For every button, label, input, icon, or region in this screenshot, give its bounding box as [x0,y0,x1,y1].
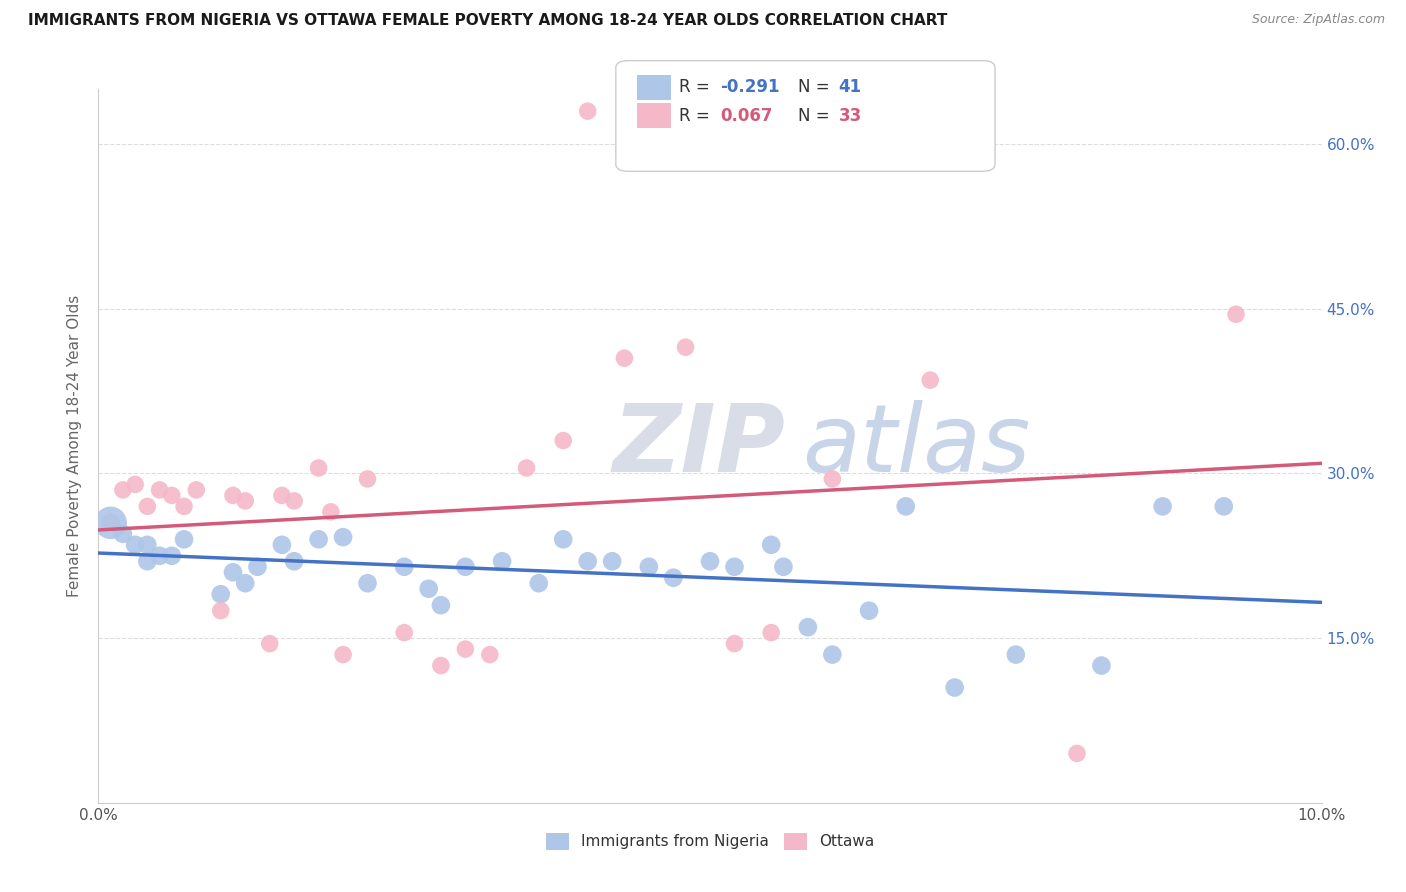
Point [613,351,636,366]
Text: R =: R = [679,78,716,96]
Point [637,559,661,574]
Point [332,648,354,662]
Point [430,658,453,673]
Point [699,554,721,568]
Point [124,538,146,552]
Point [1090,658,1112,673]
Point [173,500,195,514]
Point [418,582,440,596]
Point [553,533,575,547]
Point [1004,648,1026,662]
Point [527,576,550,591]
Point [858,604,880,618]
Text: ZIP: ZIP [612,400,785,492]
Point [675,340,697,354]
Point [1066,747,1088,761]
Point [283,494,305,508]
Point [1212,500,1234,514]
Point [576,554,599,568]
Point [723,637,745,651]
Point [233,494,256,508]
Point [356,472,378,486]
Point [821,648,844,662]
Point [392,559,416,574]
Point [662,571,685,585]
Point [454,642,477,657]
Point [136,554,159,568]
Y-axis label: Female Poverty Among 18-24 Year Olds: Female Poverty Among 18-24 Year Olds [67,295,83,597]
Point [1152,500,1174,514]
Point [308,533,330,547]
Point [270,538,292,552]
Point [111,526,134,541]
Point [576,104,599,119]
Text: Source: ZipAtlas.com: Source: ZipAtlas.com [1251,13,1385,27]
Point [100,516,122,530]
Point [430,598,453,612]
Point [160,488,183,502]
Bar [637,75,671,100]
Point [392,625,416,640]
Point [100,516,122,530]
Point [222,566,245,580]
Point [222,488,245,502]
Point [332,530,354,544]
Legend: Immigrants from Nigeria, Ottawa: Immigrants from Nigeria, Ottawa [540,827,880,855]
Point [759,538,782,552]
Text: -0.291: -0.291 [720,78,779,96]
Point [173,533,195,547]
Point [759,625,782,640]
Point [356,576,378,591]
Point [772,559,794,574]
Point [186,483,208,497]
Point [491,554,513,568]
Text: N =: N = [799,78,835,96]
Point [600,554,623,568]
Bar [637,103,671,128]
Point [259,637,281,651]
Point [160,549,183,563]
Text: 41: 41 [838,78,862,96]
Text: 0.067: 0.067 [720,107,772,125]
Text: IMMIGRANTS FROM NIGERIA VS OTTAWA FEMALE POVERTY AMONG 18-24 YEAR OLDS CORRELATI: IMMIGRANTS FROM NIGERIA VS OTTAWA FEMALE… [28,13,948,29]
Point [209,587,232,601]
Point [1225,307,1247,321]
Point [723,559,745,574]
Point [149,483,172,497]
Point [136,538,159,552]
Point [136,500,159,514]
Text: 33: 33 [838,107,862,125]
Text: R =: R = [679,107,716,125]
Point [209,604,232,618]
Point [516,461,538,475]
Point [308,461,330,475]
Point [821,472,844,486]
Point [246,559,269,574]
Point [270,488,292,502]
Point [943,681,966,695]
Point [797,620,820,634]
Text: N =: N = [799,107,835,125]
Point [920,373,942,387]
Text: atlas: atlas [801,401,1031,491]
Point [454,559,477,574]
Point [124,477,146,491]
Point [319,505,342,519]
Point [478,648,501,662]
Point [233,576,256,591]
Point [553,434,575,448]
Point [283,554,305,568]
FancyBboxPatch shape [616,61,995,171]
Point [149,549,172,563]
Point [100,516,122,530]
Point [894,500,917,514]
Point [111,483,134,497]
